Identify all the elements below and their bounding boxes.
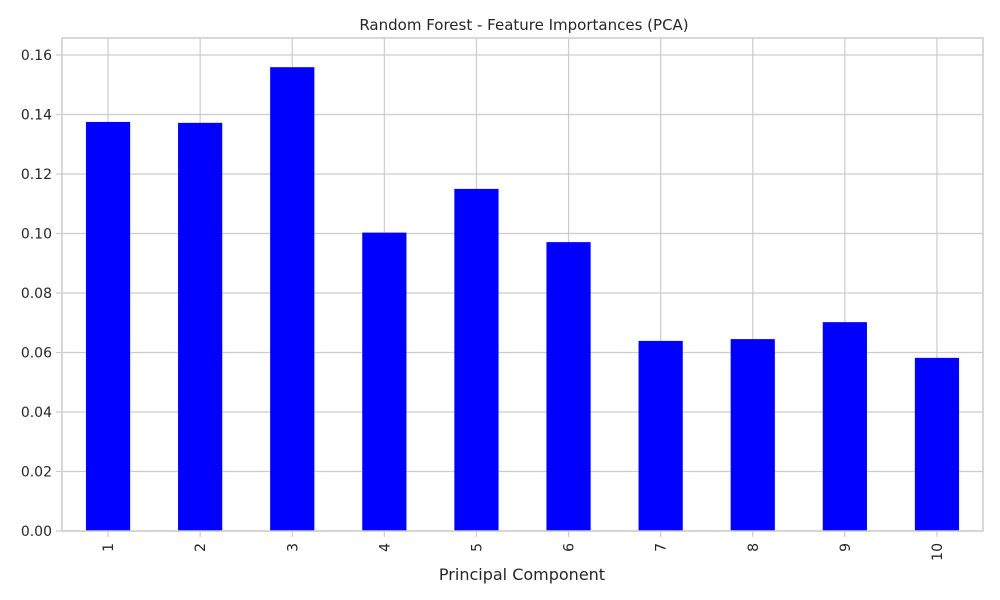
x-axis-label: Principal Component xyxy=(439,565,605,584)
x-tick-label: 5 xyxy=(469,543,485,552)
bar-pc-6 xyxy=(546,242,591,531)
bars xyxy=(85,67,960,532)
plot-frame xyxy=(61,37,984,532)
bar-pc-1 xyxy=(85,121,131,531)
x-tick-label: 1 xyxy=(101,543,117,552)
y-tick-label: 0.00 xyxy=(21,524,52,540)
y-tick-label: 0.10 xyxy=(21,227,52,243)
bar-pc-10 xyxy=(914,357,960,531)
x-tick-label: 8 xyxy=(746,543,762,552)
y-tick-label: 0.06 xyxy=(21,346,52,362)
bar-pc-8 xyxy=(730,339,775,531)
y-tick-label: 0.04 xyxy=(21,405,52,421)
y-tick-label: 0.12 xyxy=(21,167,52,183)
bar-pc-7 xyxy=(638,340,683,531)
x-tick-labels: 1 2 3 4 5 6 7 8 9 10 xyxy=(101,531,946,561)
bar-pc-5 xyxy=(454,188,499,531)
chart-title: Random Forest - Feature Importances (PCA… xyxy=(359,16,688,34)
bar-pc-2 xyxy=(178,122,223,531)
x-tick-label: 4 xyxy=(377,543,393,552)
y-tick-label: 0.08 xyxy=(21,286,52,302)
bar-pc-3 xyxy=(270,67,315,531)
y-tick-label: 0.02 xyxy=(21,465,52,481)
x-tick-label: 3 xyxy=(285,543,301,552)
y-tick-label: 0.16 xyxy=(21,48,52,64)
plot-border xyxy=(61,37,984,532)
x-tick-label: 10 xyxy=(930,543,946,561)
x-tick-label: 2 xyxy=(193,543,209,552)
bar-pc-4 xyxy=(362,232,407,532)
x-tick-label: 9 xyxy=(838,543,854,552)
x-tick-label: 6 xyxy=(562,543,578,552)
y-tick-label: 0.14 xyxy=(21,108,52,124)
bar-pc-9 xyxy=(822,322,867,531)
y-tick-labels: 0.00 0.02 0.04 0.06 0.08 0.10 0.12 0.14 0.16 xyxy=(21,48,62,540)
x-tick-label: 7 xyxy=(654,543,670,552)
